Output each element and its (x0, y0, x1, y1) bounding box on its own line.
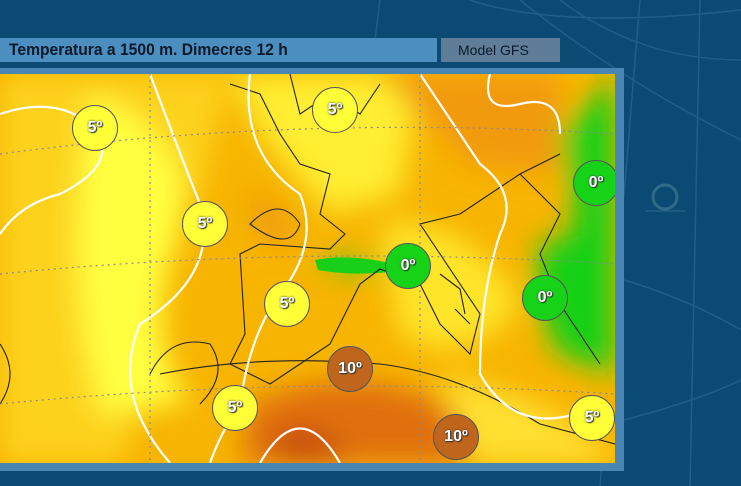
temperature-label-y: 5º (212, 385, 258, 431)
model-label-box: Model GFS (441, 38, 560, 62)
temperature-label-g: 0º (573, 160, 615, 206)
temperature-label-y: 5º (72, 105, 118, 151)
temperature-label-y: 5º (312, 87, 358, 133)
title-bar: Temperatura a 1500 m. Dimecres 12 h (0, 38, 437, 62)
temperature-label-y: 5º (182, 201, 228, 247)
temperature-label-g: 0º (385, 243, 431, 289)
temperature-label-y: 5º (264, 281, 310, 327)
temperature-label-y: 5º (569, 395, 615, 441)
temperature-label-g: 0º (522, 275, 568, 321)
logo-icon (645, 183, 685, 213)
map-title: Temperatura a 1500 m. Dimecres 12 h (9, 40, 288, 59)
temperature-label-b: 10º (327, 346, 373, 392)
temperature-map: 5º 5º 5º 5º 5º 5º 0º 0º 0º 10º 10º (0, 74, 615, 463)
temperature-field (0, 74, 615, 463)
temperature-label-b: 10º (433, 414, 479, 460)
model-label: Model GFS (458, 42, 529, 58)
